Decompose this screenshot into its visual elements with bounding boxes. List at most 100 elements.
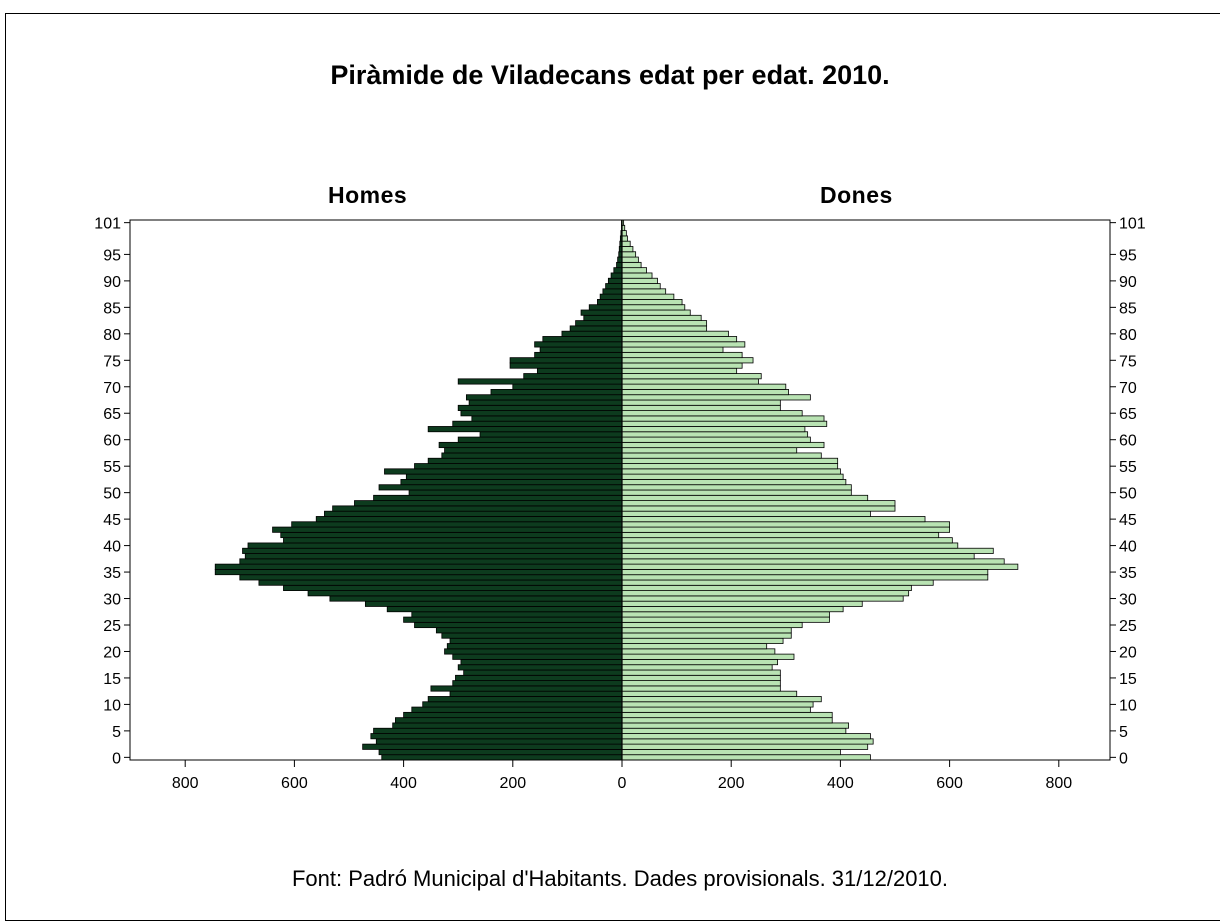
- y-tick-label-right-65: 65: [1119, 406, 1137, 423]
- bar-men-age-40: [247, 542, 623, 549]
- y-tick-label-right-30: 30: [1119, 592, 1137, 609]
- bar-men-age-8: [403, 711, 623, 719]
- bar-women-age-46: [621, 510, 871, 517]
- bar-men-age-57: [441, 452, 623, 459]
- bar-women-age-67: [621, 399, 781, 406]
- bar-men-age-82: [575, 320, 623, 327]
- bar-women-age-59: [621, 441, 825, 449]
- bar-women-age-65: [621, 410, 803, 417]
- y-tick-label-right-85: 85: [1119, 300, 1137, 317]
- bar-men-age-43: [272, 526, 623, 533]
- y-tick-label-right-45: 45: [1119, 512, 1137, 529]
- y-tick-label-left-50: 50: [103, 486, 121, 503]
- bar-women-age-40: [621, 542, 959, 549]
- bar-men-age-75: [509, 357, 623, 364]
- bar-men-age-2: [362, 743, 623, 750]
- y-tick-label-left-101: 101: [94, 216, 121, 233]
- bar-men-age-1: [378, 749, 623, 756]
- bar-men-age-51: [378, 484, 623, 491]
- bar-women-age-43: [621, 526, 951, 533]
- bars-group: [214, 219, 1019, 761]
- bar-women-age-62: [621, 426, 806, 433]
- bar-men-age-81: [569, 325, 623, 332]
- bar-men-age-93: [616, 261, 623, 269]
- bar-men-age-16: [463, 669, 623, 676]
- y-tick-label-left-45: 45: [103, 512, 121, 529]
- bar-women-age-74: [621, 362, 743, 369]
- y-tick-label-left-25: 25: [103, 618, 121, 635]
- bar-women-age-2: [621, 743, 869, 750]
- bar-men-age-54: [384, 468, 623, 475]
- y-tick-label-left-65: 65: [103, 406, 121, 423]
- bar-women-age-92: [621, 267, 647, 274]
- women-label: Dones: [820, 182, 893, 208]
- bar-women-age-69: [621, 389, 789, 396]
- y-tick-label-left-40: 40: [103, 539, 121, 556]
- y-tick-label-right-25: 25: [1119, 618, 1137, 635]
- x-tick-label-2: 400: [390, 775, 417, 792]
- y-tick-label-right-40: 40: [1119, 539, 1137, 556]
- plot-border: [129, 219, 1111, 761]
- bar-women-age-80: [621, 330, 729, 337]
- bar-women-age-58: [621, 447, 798, 454]
- y-tick-label-right-35: 35: [1119, 565, 1137, 582]
- bar-men-age-92: [613, 267, 623, 274]
- bar-men-age-89: [605, 283, 623, 290]
- bar-men-age-87: [599, 293, 623, 300]
- y-tick-label-right-10: 10: [1119, 697, 1137, 714]
- bar-men-age-0: [381, 754, 623, 761]
- bar-women-age-83: [621, 314, 702, 321]
- bar-women-age-93: [621, 261, 642, 269]
- bar-men-age-13: [430, 685, 623, 692]
- bar-men-age-77: [539, 346, 623, 353]
- bar-men-age-6: [392, 722, 623, 729]
- bar-men-age-61: [479, 431, 623, 438]
- bar-men-age-21: [446, 643, 623, 650]
- bar-men-age-23: [441, 632, 623, 639]
- bar-men-age-17: [457, 664, 623, 671]
- y-tick-label-right-55: 55: [1119, 459, 1137, 476]
- bar-women-age-95: [621, 251, 637, 258]
- bar-women-age-56: [621, 457, 839, 464]
- bar-men-age-7: [395, 717, 623, 724]
- bar-women-age-12: [621, 690, 798, 697]
- bar-women-age-32: [621, 584, 912, 591]
- y-tick-label-left-75: 75: [103, 353, 121, 370]
- bar-men-age-63: [452, 420, 623, 427]
- bar-men-age-12: [449, 690, 623, 697]
- bar-women-age-35: [621, 569, 989, 576]
- bar-men-age-34: [239, 574, 623, 581]
- bar-men-age-94: [617, 256, 623, 263]
- y-tick-label-right-75: 75: [1119, 353, 1137, 370]
- bar-men-age-71: [457, 378, 623, 385]
- bar-women-age-11: [621, 696, 822, 703]
- bar-men-age-4: [370, 733, 623, 740]
- bar-women-age-7: [621, 717, 833, 724]
- bar-women-age-82: [621, 320, 708, 327]
- y-tick-label-left-5: 5: [112, 724, 121, 741]
- bar-women-age-5: [621, 727, 847, 734]
- y-tick-label-right-101: 101: [1119, 216, 1146, 233]
- bar-women-age-50: [621, 489, 852, 496]
- bar-women-age-22: [621, 637, 784, 644]
- bar-women-age-25: [621, 621, 803, 629]
- bar-men-age-74: [509, 362, 623, 369]
- bar-women-age-49: [621, 494, 869, 501]
- bar-men-age-80: [561, 330, 623, 337]
- bar-women-age-52: [621, 479, 847, 486]
- bar-men-age-55: [414, 463, 623, 470]
- bar-men-age-22: [449, 637, 623, 644]
- bar-women-age-89: [621, 283, 661, 290]
- bar-women-age-6: [621, 722, 849, 729]
- bar-men-age-62: [427, 426, 623, 433]
- bar-women-age-13: [621, 685, 781, 692]
- x-tick-label-0: 800: [172, 775, 199, 792]
- bar-men-age-64: [471, 415, 623, 422]
- bar-women-age-94: [621, 256, 639, 263]
- bar-men-age-18: [460, 659, 623, 666]
- bar-men-age-48: [354, 500, 623, 507]
- bar-women-age-16: [621, 669, 781, 676]
- bar-men-age-60: [457, 436, 623, 443]
- bar-women-age-53: [621, 473, 844, 480]
